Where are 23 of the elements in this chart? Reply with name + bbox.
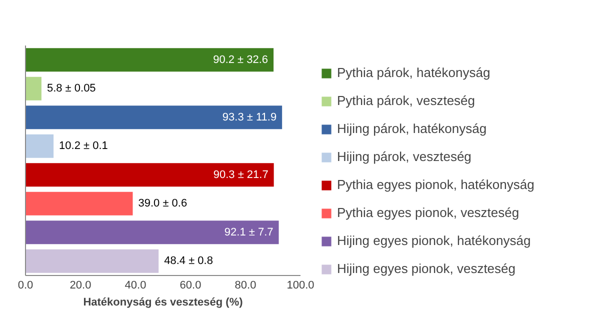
legend-label: Pythia párok, veszteség <box>337 93 476 108</box>
data-label: 90.2 ± 32.6 <box>213 54 268 66</box>
legend-label: Pythia egyes pionok, veszteség <box>337 205 520 220</box>
data-label: 39.0 ± 0.6 <box>138 198 188 210</box>
x-tick-label: 100.0 <box>286 280 314 292</box>
x-tick-label: 40.0 <box>124 280 146 292</box>
legend-label: Pythia egyes pionok, hatékonyság <box>337 177 534 192</box>
data-label: 5.8 ± 0.05 <box>46 82 96 95</box>
x-tick-label: 80.0 <box>234 280 256 292</box>
data-label: 92.1 ± 7.7 <box>224 226 274 238</box>
legend-label: Pythia párok, hatékonyság <box>337 65 490 80</box>
x-axis-title: Hatékonyság és veszteség (%) <box>83 296 244 308</box>
legend-label: Hijing egyes pionok, veszteség <box>337 261 516 276</box>
data-label: 10.2 ± 0.1 <box>59 140 108 152</box>
data-label: 93.3 ± 11.9 <box>222 111 277 124</box>
data-label: 90.3 ± 21.7 <box>213 168 268 181</box>
legend-label: Hijing egyes pionok, hatékonyság <box>337 233 531 248</box>
legend-label: Hijing párok, hatékonyság <box>337 121 487 136</box>
x-tick-label: 60.0 <box>180 280 202 292</box>
data-label: 48.4 ± 0.8 <box>164 255 213 268</box>
x-tick-label: 20.0 <box>70 280 92 292</box>
x-tick-label: 0.0 <box>18 280 34 292</box>
legend-label: Hijing párok, veszteség <box>337 149 472 164</box>
